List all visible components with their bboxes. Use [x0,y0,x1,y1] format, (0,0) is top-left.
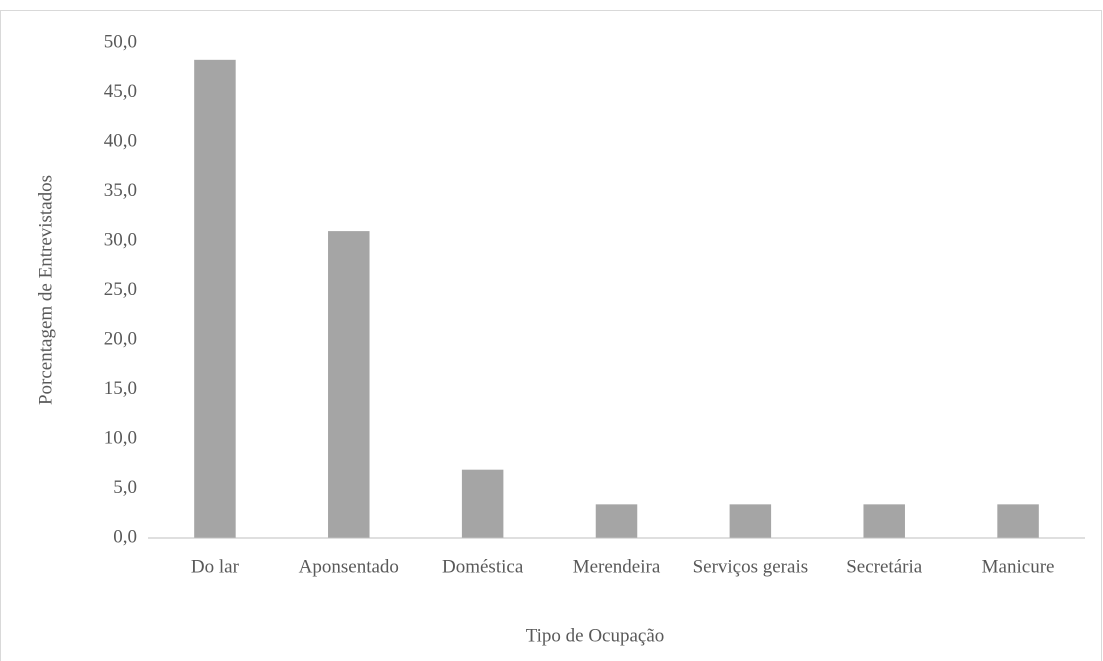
x-tick-label: Merendeira [573,556,661,577]
x-tick-label: Manicure [982,556,1055,577]
x-tick-label: Serviços gerais [693,556,809,577]
chart-border [0,10,1102,661]
x-axis-title: Tipo de Ocupação [526,625,665,646]
y-tick-label: 30,0 [104,229,137,250]
y-tick-label: 50,0 [104,31,137,52]
bar [461,469,504,538]
x-tick-label: Aponsentado [299,556,399,577]
y-tick-label: 20,0 [104,328,137,349]
y-tick-label: 5,0 [113,477,137,498]
y-tick-label: 10,0 [104,427,137,448]
y-tick-label: 40,0 [104,130,137,151]
x-tick-label: Secretária [846,556,923,577]
bar [729,504,772,538]
y-tick-label: 15,0 [104,378,137,399]
bar [595,504,638,538]
y-axis-title: Porcentagem de Entrevistados [35,175,56,405]
x-tick-label: Do lar [191,556,240,577]
x-tick-label: Doméstica [442,556,524,577]
bar [997,504,1039,538]
y-tick-label: 0,0 [113,526,137,547]
y-tick-label: 45,0 [104,81,137,102]
y-tick-label: 35,0 [104,180,137,201]
bar [863,504,905,538]
y-tick-label: 25,0 [104,279,137,300]
bar [194,59,236,538]
bar [328,231,370,538]
